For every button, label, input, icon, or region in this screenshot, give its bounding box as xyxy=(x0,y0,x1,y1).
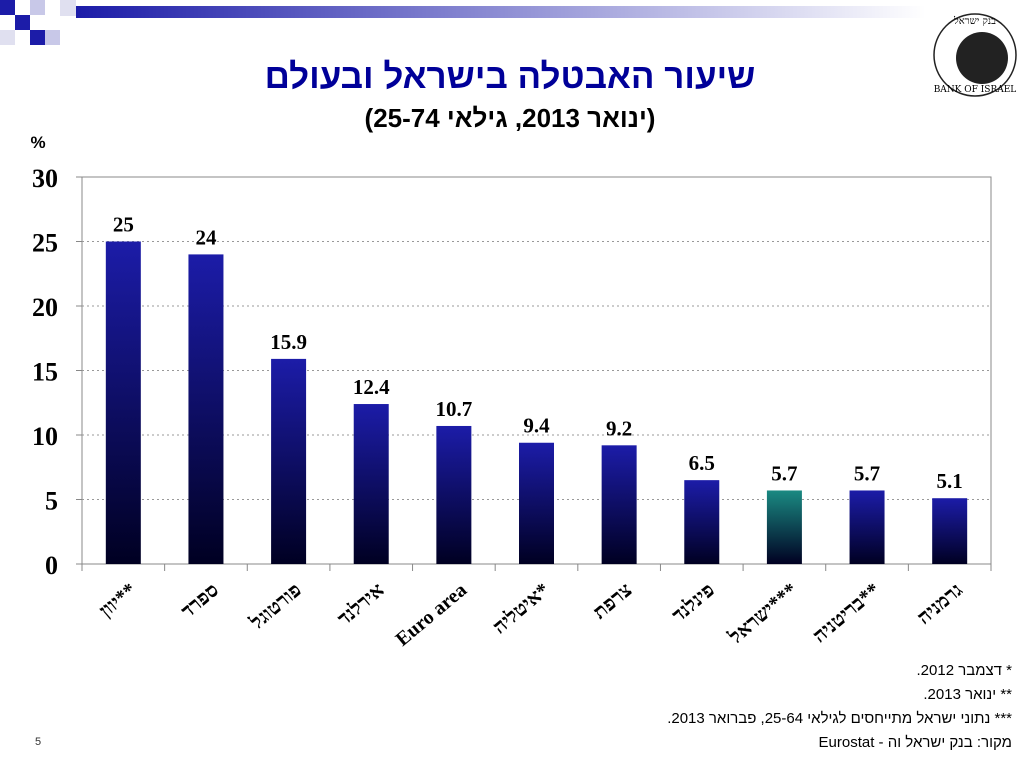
data-label: 5.1 xyxy=(937,469,963,493)
bar xyxy=(849,490,885,564)
data-label: 9.4 xyxy=(523,414,550,438)
data-label: 10.7 xyxy=(435,397,472,421)
chart-subtitle: (ינואר 2013, גילאי 25-74) xyxy=(365,103,656,133)
data-label: 25 xyxy=(113,213,134,237)
bar xyxy=(271,358,307,564)
x-tick-label: יוון** xyxy=(95,579,140,622)
y-tick-label: 30 xyxy=(32,164,58,193)
y-axis-label: % xyxy=(30,133,45,152)
logo-english: BANK OF ISRAEL xyxy=(934,85,1017,95)
data-label: 12.4 xyxy=(353,375,390,399)
logo: בנק ישראל BANK OF ISRAEL xyxy=(933,13,1017,97)
bar xyxy=(188,254,224,564)
data-label: 5.7 xyxy=(771,461,797,485)
x-tick-label: בריטניה** xyxy=(809,579,884,647)
footnote: *** נתוני ישראל מתייחסים לגילאי 25-64, פ… xyxy=(667,710,1012,727)
data-label: 24 xyxy=(195,225,217,249)
bar xyxy=(932,498,968,564)
bar xyxy=(436,425,472,564)
data-label: 15.9 xyxy=(270,330,307,354)
page-number: 5 xyxy=(35,736,41,748)
bar xyxy=(105,241,141,564)
y-tick-label: 25 xyxy=(32,229,58,258)
top-band xyxy=(76,6,926,18)
x-tick-label: גרמניה xyxy=(913,579,967,629)
x-tick-label: פינלנד xyxy=(668,579,719,627)
y-tick-label: 5 xyxy=(45,487,58,516)
x-tick-label: צרפת xyxy=(589,579,636,624)
x-tick-label: ישראל*** xyxy=(724,579,801,649)
bar xyxy=(601,445,637,564)
x-tick-label: איטליה* xyxy=(489,579,554,638)
x-tick-label: ספרד xyxy=(177,579,223,623)
logo-hebrew: בנק ישראל xyxy=(953,15,996,27)
data-label: 5.7 xyxy=(854,461,880,485)
chart-title: שיעור האבטלה בישראל ובעולם xyxy=(265,57,756,96)
y-tick-label: 20 xyxy=(32,293,58,322)
footnote: ** ינואר 2013. xyxy=(923,686,1012,703)
data-label: 9.2 xyxy=(606,416,632,440)
bar xyxy=(353,404,389,564)
corner-decoration xyxy=(0,0,76,45)
x-tick-label: אירלנד xyxy=(333,579,388,630)
y-tick-label: 10 xyxy=(32,422,58,451)
x-tick-label: Euro area xyxy=(392,579,472,651)
footnote: * דצמבר 2012. xyxy=(916,662,1013,679)
y-tick-label: 0 xyxy=(45,551,58,580)
y-tick-label: 15 xyxy=(32,358,58,387)
x-tick-label: פורטוגל xyxy=(246,579,306,634)
data-label: 6.5 xyxy=(689,451,715,475)
bar xyxy=(766,490,802,564)
bar xyxy=(684,480,720,564)
bar xyxy=(519,442,554,564)
source: מקור: בנק ישראל וה - Eurostat xyxy=(818,734,1012,751)
